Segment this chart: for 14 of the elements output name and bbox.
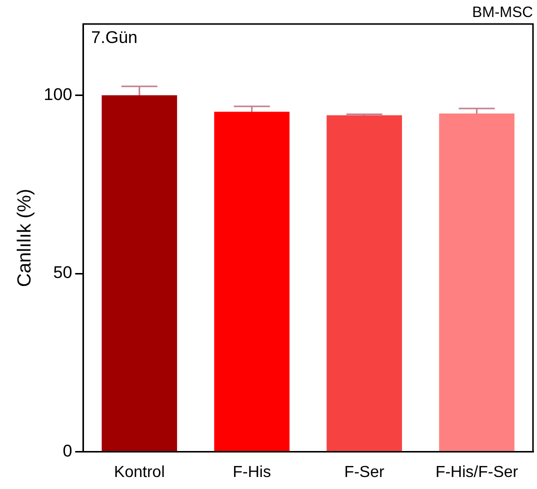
x-tick-label: F-Ser [344, 464, 385, 481]
x-tick-label: F-His/F-Ser [435, 464, 519, 481]
y-tick-label: 50 [53, 263, 72, 282]
annotation: 7.Gün [91, 28, 138, 48]
y-axis-title: Canlılık (%) [14, 188, 36, 287]
y-tick-label: 100 [44, 84, 72, 104]
chart-title: BM-MSC [472, 4, 534, 22]
x-tick-label: Kontrol [114, 464, 165, 481]
bar [326, 115, 402, 452]
x-tick-label: F-His [232, 464, 271, 481]
bar [214, 112, 290, 452]
bar [102, 95, 178, 452]
y-tick-label: 0 [62, 441, 72, 460]
bar [439, 113, 514, 452]
